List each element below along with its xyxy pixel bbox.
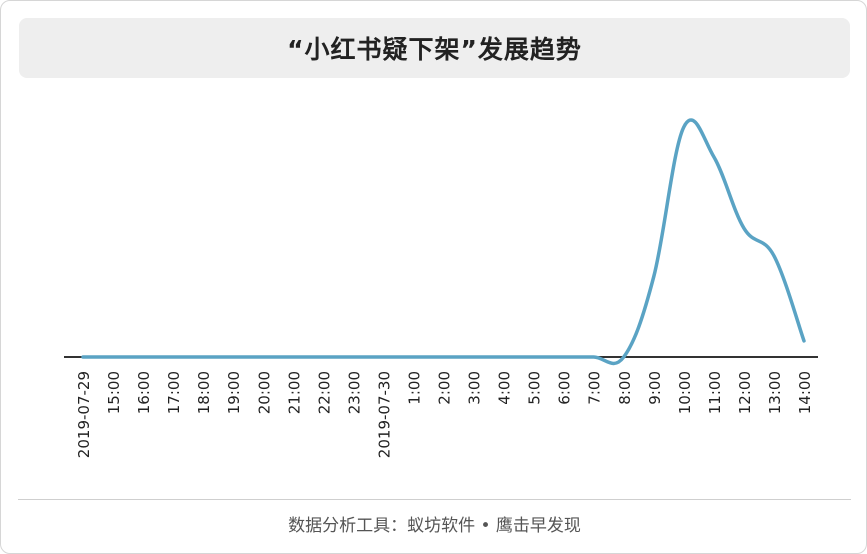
- x-tick-label: 13:00: [766, 371, 784, 414]
- x-tick-label: 21:00: [285, 371, 303, 414]
- x-tick-label: 14:00: [796, 371, 814, 414]
- x-tick-label: 2:00: [436, 371, 454, 405]
- x-tick-label: 12:00: [736, 371, 754, 414]
- x-tick-label: 16:00: [135, 371, 153, 414]
- x-tick-label: 10:00: [676, 371, 694, 414]
- x-tick-label: 15:00: [105, 371, 123, 414]
- x-tick-label: 2019-07-29: [75, 371, 93, 458]
- x-tick-label: 1:00: [405, 371, 423, 405]
- x-tick-label: 3:00: [466, 371, 484, 405]
- x-tick-label: 9:00: [646, 371, 664, 405]
- x-tick-label: 18:00: [195, 371, 213, 414]
- x-tick-label: 7:00: [586, 371, 604, 405]
- chart-title: “小红书疑下架”发展趋势: [287, 35, 582, 64]
- source-note: 数据分析工具：蚁坊软件 • 鹰击早发现: [288, 516, 581, 536]
- title-bar: “小红书疑下架”发展趋势: [19, 18, 850, 78]
- footer-divider: [18, 499, 851, 500]
- x-tick-label: 2019-07-30: [375, 371, 393, 458]
- x-tick-label: 4:00: [496, 371, 514, 405]
- x-tick-labels: 2019-07-29 15:00 16:00 17:00 18:00 19:00 20:00…: [75, 371, 814, 458]
- x-tick-label: 11:00: [706, 371, 724, 414]
- series-line: [81, 118, 806, 366]
- x-tick-label: 23:00: [345, 371, 363, 414]
- x-tick-label: 19:00: [225, 371, 243, 414]
- x-tick-label: 8:00: [616, 371, 634, 405]
- x-tick-label: 5:00: [526, 371, 544, 405]
- x-tick-label: 22:00: [315, 371, 333, 414]
- x-tick-label: 6:00: [556, 371, 574, 405]
- x-tick-label: 17:00: [165, 371, 183, 414]
- x-tick-label: 20:00: [255, 371, 273, 414]
